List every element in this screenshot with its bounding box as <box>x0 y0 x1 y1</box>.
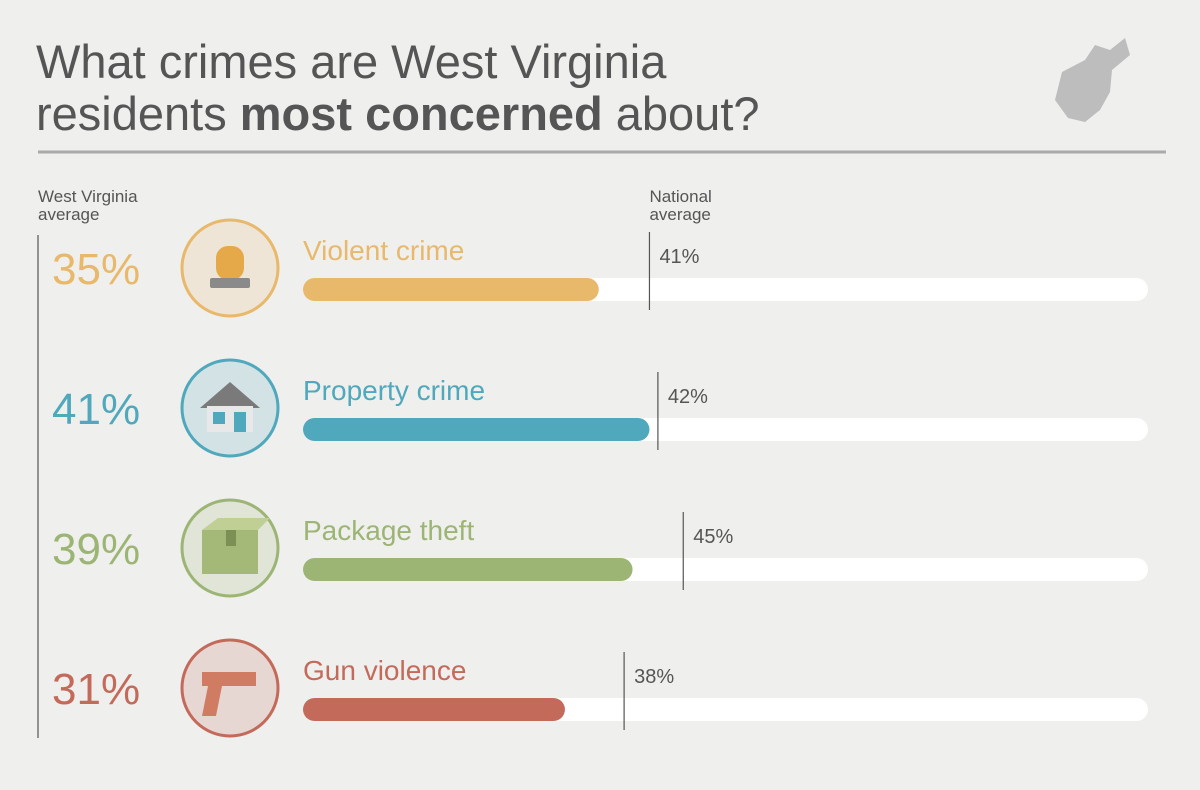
icon <box>210 278 250 288</box>
chart-title-line: residents most concerned about? <box>36 87 760 140</box>
icon <box>234 412 246 432</box>
state-map <box>1055 38 1130 122</box>
wv-header: West Virginia average <box>38 187 138 224</box>
title-part: most concerned <box>240 87 603 140</box>
icon <box>202 672 256 716</box>
title-part: What crimes are West Virginia <box>36 35 667 88</box>
chart-title-line: What crimes are West Virginia <box>36 35 667 88</box>
national-value-label: 41% <box>659 246 699 268</box>
wv-value-label: 35% <box>52 245 140 294</box>
title-part: about? <box>616 87 760 140</box>
icon <box>216 246 244 280</box>
icon <box>226 530 236 546</box>
icon <box>202 518 270 530</box>
icon-circle <box>180 638 280 738</box>
bar <box>303 558 633 581</box>
category-label: Package theft <box>303 515 474 546</box>
title-part: residents <box>36 87 227 140</box>
bar <box>303 698 565 721</box>
wv-value-label: 31% <box>52 665 140 714</box>
icon <box>200 382 260 408</box>
bar <box>303 278 599 301</box>
national-value-label: 42% <box>668 386 708 408</box>
wv-value-label: 41% <box>52 385 140 434</box>
national-header: National average <box>649 187 712 224</box>
icon <box>213 412 225 424</box>
category-label: Property crime <box>303 375 485 406</box>
category-label: Violent crime <box>303 235 464 266</box>
national-value-label: 45% <box>693 526 733 548</box>
category-label: Gun violence <box>303 655 466 686</box>
national-value-label: 38% <box>634 666 674 688</box>
wv-value-label: 39% <box>52 525 140 574</box>
bar <box>303 418 650 441</box>
